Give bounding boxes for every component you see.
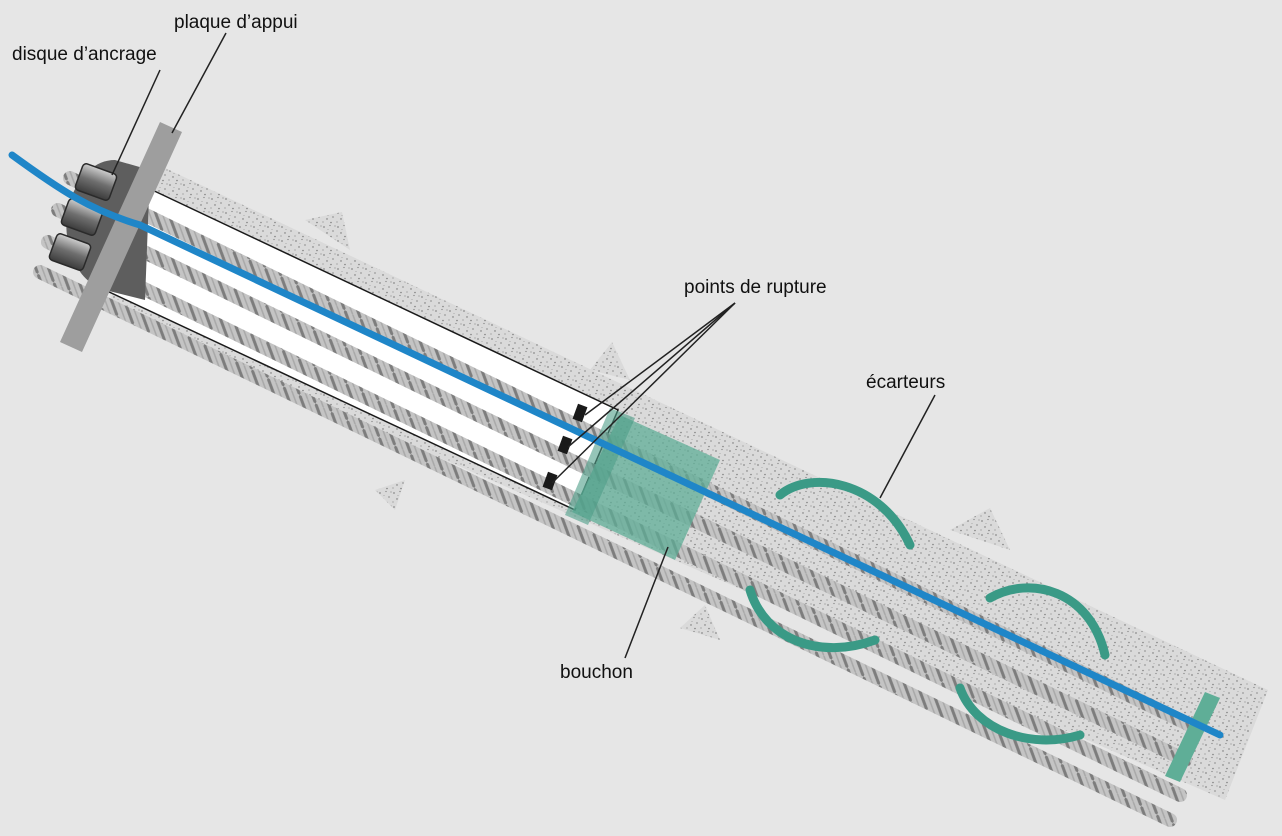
label-bearing-plate: plaque d’appui	[174, 12, 298, 33]
break-point-3	[542, 471, 558, 491]
break-point-2	[557, 435, 573, 455]
label-plug: bouchon	[560, 662, 633, 683]
leader-break-point-3	[551, 302, 736, 484]
leader-break-point-1	[584, 302, 736, 416]
leader-plug	[624, 546, 669, 659]
bearing-plate	[60, 122, 182, 352]
anchor-nuts	[48, 163, 118, 271]
spacer-2	[745, 585, 880, 653]
spacer-3	[985, 583, 1110, 660]
leader-anchor-disc	[111, 69, 161, 176]
break-points	[542, 403, 588, 491]
label-break-points: points de rupture	[684, 277, 827, 298]
spacers	[745, 478, 1110, 745]
leader-bearing-plate	[171, 32, 227, 134]
end-plate	[1165, 692, 1220, 782]
break-point-1	[572, 403, 588, 423]
label-spacers: écarteurs	[866, 372, 945, 393]
label-anchor-disc: disque d’ancrage	[12, 44, 157, 65]
spacer-4	[955, 683, 1085, 745]
injection-tube	[8, 151, 1224, 739]
leader-break-point-2	[567, 302, 736, 448]
leader-lines	[111, 32, 936, 659]
leader-spacers	[879, 394, 936, 499]
strand-4	[33, 265, 1177, 827]
spacer-1	[775, 478, 915, 550]
plug	[565, 408, 720, 560]
